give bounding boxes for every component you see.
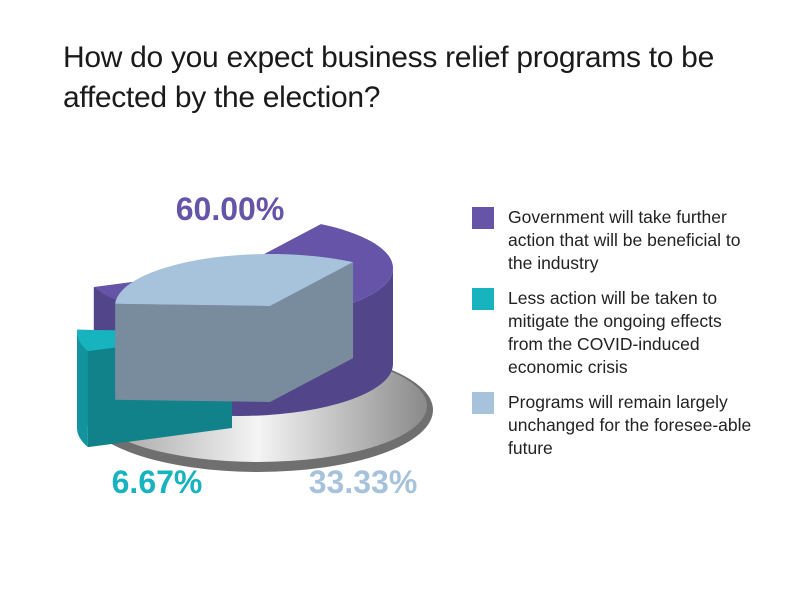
legend-label: Government will take further action that… (508, 207, 741, 273)
legend-swatch (472, 207, 494, 229)
chart-title: How do you expect business relief progra… (63, 41, 714, 114)
legend: Government will take further action that… (472, 206, 772, 472)
pie-data-label: 60.00% (176, 191, 285, 227)
legend-item: Government will take further action that… (472, 206, 772, 275)
legend-label: Programs will remain largely unchanged f… (508, 392, 752, 458)
legend-label: Less action will be taken to mitigate th… (508, 288, 722, 377)
pie-slice-wall (115, 303, 270, 402)
legend-item: Less action will be taken to mitigate th… (472, 287, 772, 379)
pie-data-label: 33.33% (309, 464, 418, 500)
pie-slice-side (77, 332, 88, 448)
legend-item: Programs will remain largely unchanged f… (472, 391, 772, 460)
pie-slice (115, 254, 354, 402)
pie-slice-top (115, 254, 354, 306)
legend-swatch (472, 288, 494, 310)
pie-data-label: 6.67% (112, 464, 203, 500)
legend-swatch (472, 392, 494, 414)
pie-slice-wall (270, 262, 354, 402)
